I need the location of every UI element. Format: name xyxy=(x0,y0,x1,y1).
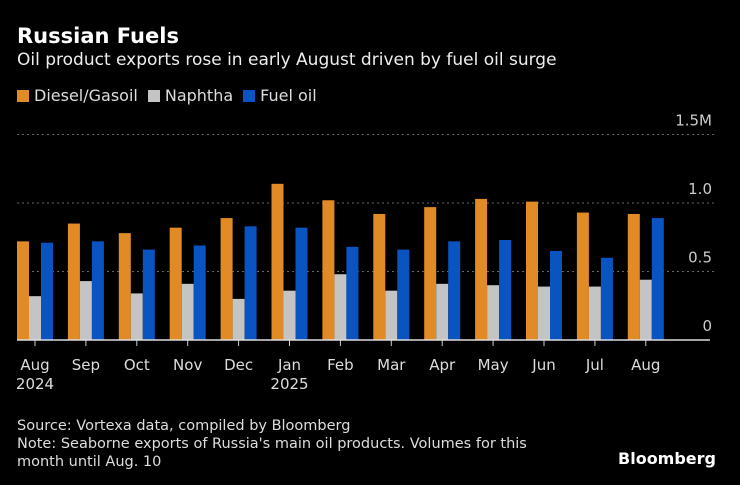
bar-naphtha xyxy=(334,274,347,340)
bar-diesel-gasoil xyxy=(322,200,335,340)
bar-fuel-oil xyxy=(600,257,613,340)
bar-naphtha xyxy=(283,290,296,340)
y-tick-label: 0 xyxy=(702,317,712,335)
legend-item-naphtha: Naphtha xyxy=(147,86,234,105)
x-tick-label: Dec xyxy=(224,356,253,374)
bar-diesel-gasoil xyxy=(220,218,233,340)
bar-fuel-oil xyxy=(346,246,359,340)
bar-diesel-gasoil xyxy=(169,227,182,340)
bar-naphtha xyxy=(130,293,143,340)
legend-label: Diesel/Gasoil xyxy=(34,86,138,105)
x-tick-label: Oct xyxy=(124,356,150,374)
bar-diesel-gasoil xyxy=(424,207,437,340)
bar-fuel-oil xyxy=(91,241,104,340)
bar-naphtha xyxy=(79,281,92,340)
bar-fuel-oil xyxy=(295,227,308,340)
bar-fuel-oil xyxy=(193,245,206,340)
chart-title: Russian Fuels xyxy=(17,24,179,48)
x-tick-label: 2025 xyxy=(270,375,308,393)
y-tick-label: 0.5 xyxy=(688,249,712,267)
note-text-2: month until Aug. 10 xyxy=(17,454,162,470)
x-tick-label: Jan xyxy=(277,356,301,374)
chart-subtitle: Oil product exports rose in early August… xyxy=(17,50,557,70)
legend-swatch xyxy=(17,89,29,102)
x-tick-label: Jul xyxy=(585,356,604,374)
bar-diesel-gasoil xyxy=(373,213,386,340)
legend: Diesel/Gasoil Naphtha Fuel oil xyxy=(17,86,317,105)
legend-swatch xyxy=(243,89,256,102)
bar-naphtha xyxy=(385,290,398,340)
x-tick-label: Mar xyxy=(377,356,406,374)
y-tick-label: 1.0 xyxy=(688,180,712,198)
x-tick-label: Feb xyxy=(327,356,354,374)
bar-fuel-oil xyxy=(448,241,461,340)
bar-fuel-oil xyxy=(499,239,512,340)
x-tick-label: May xyxy=(478,356,509,374)
legend-label: Naphtha xyxy=(164,86,234,105)
legend-item-diesel: Diesel/Gasoil xyxy=(17,86,138,105)
bar-fuel-oil xyxy=(550,250,562,340)
x-tick-label: 2024 xyxy=(16,375,54,393)
bar-naphtha xyxy=(639,279,652,340)
legend-label: Fuel oil xyxy=(260,86,317,105)
y-tick-label: 1.5M xyxy=(675,112,712,130)
bloomberg-logo: Bloomberg xyxy=(618,449,716,468)
bar-diesel-gasoil xyxy=(118,233,131,340)
x-tick-label: Apr xyxy=(429,356,456,374)
bar-diesel-gasoil xyxy=(576,212,589,340)
x-tick-label: Sep xyxy=(72,356,100,374)
bar-fuel-oil xyxy=(244,226,257,340)
footer-notes: Source: Vortexa data, compiled by Bloomb… xyxy=(17,417,527,471)
bar-fuel-oil xyxy=(41,242,53,340)
source-text: Source: Vortexa data, compiled by Bloomb… xyxy=(17,418,351,434)
bar-naphtha xyxy=(487,285,500,340)
legend-item-fuel-oil: Fuel oil xyxy=(243,86,317,105)
x-tick-label: Aug xyxy=(631,356,660,374)
bar-fuel-oil xyxy=(651,218,664,340)
bar-diesel-gasoil xyxy=(475,198,488,340)
legend-swatch xyxy=(147,89,160,102)
bar-diesel-gasoil xyxy=(67,223,80,340)
note-text-1: Note: Seaborne exports of Russia's main … xyxy=(17,436,527,452)
bar-naphtha xyxy=(436,283,449,340)
bar-fuel-oil xyxy=(142,249,155,340)
bar-naphtha xyxy=(538,286,550,340)
bar-diesel-gasoil xyxy=(17,241,29,340)
bar-naphtha xyxy=(181,283,194,340)
x-tick-label: Aug xyxy=(20,356,49,374)
x-tick-label: Nov xyxy=(173,356,202,374)
bar-naphtha xyxy=(29,296,41,340)
x-tick-label: Jun xyxy=(531,356,555,374)
bar-naphtha xyxy=(232,298,245,340)
bar-fuel-oil xyxy=(397,249,410,340)
bar-diesel-gasoil xyxy=(627,213,640,340)
bar-diesel-gasoil xyxy=(526,201,538,340)
bar-diesel-gasoil xyxy=(271,183,284,340)
bar-naphtha xyxy=(588,286,601,340)
